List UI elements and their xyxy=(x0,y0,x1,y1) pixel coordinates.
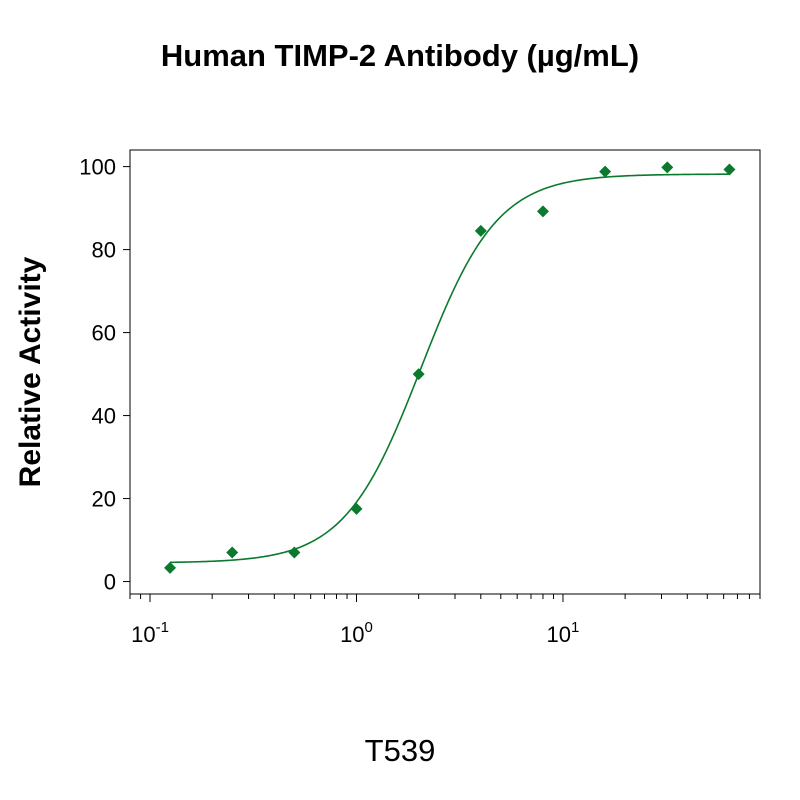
x-tick-label: 101 xyxy=(547,619,580,647)
data-point xyxy=(474,224,487,237)
data-points xyxy=(164,161,736,574)
y-tick-label: 40 xyxy=(92,404,116,429)
data-point xyxy=(164,561,177,574)
y-tick-label: 60 xyxy=(92,321,116,346)
data-point xyxy=(412,368,425,381)
data-point xyxy=(536,205,549,218)
y-tick-label: 100 xyxy=(79,155,116,180)
y-axis-label: Relative Activity xyxy=(14,256,47,487)
chart-title: Human TIMP-2 Antibody (µg/mL) xyxy=(160,38,640,73)
data-point xyxy=(288,546,301,559)
y-tick-label: 0 xyxy=(104,570,116,595)
x-axis: 10-1 100 101 xyxy=(129,594,761,647)
data-point xyxy=(661,161,674,174)
y-axis: 0 20 40 60 80 100 xyxy=(79,155,130,595)
y-tick-label: 20 xyxy=(92,487,116,512)
data-point xyxy=(723,163,736,176)
fit-curve xyxy=(170,173,730,564)
data-point xyxy=(226,546,239,559)
x-tick-label: 100 xyxy=(340,619,373,647)
y-tick-label: 80 xyxy=(92,238,116,263)
data-point xyxy=(599,165,612,178)
data-point xyxy=(350,502,363,515)
plot-frame xyxy=(129,149,761,595)
footer-label: T539 xyxy=(364,733,436,768)
x-tick-label: 10-1 xyxy=(131,619,169,647)
